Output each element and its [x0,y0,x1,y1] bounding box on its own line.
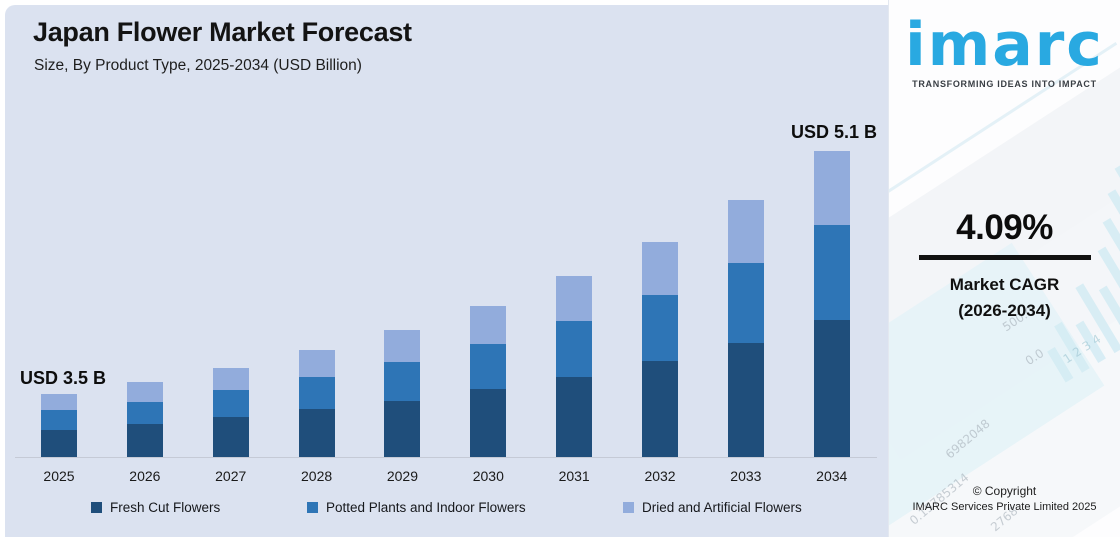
x-tick-label-2032: 2032 [644,468,676,484]
bar-segment [212,417,249,457]
bar-segment [556,276,593,321]
bar-segment [384,330,421,362]
x-tick-label-2025: 2025 [43,468,75,484]
chart-panel: Japan Flower Market Forecast Size, By Pr… [5,5,888,537]
bar-segment [298,409,335,457]
bar-2031 [556,276,593,457]
bar-segment [212,368,249,390]
decorative-bar [1075,320,1106,363]
bar-segment [642,242,679,295]
bar-segment [298,350,335,377]
annotation-end-value: USD 5.1 B [791,122,878,142]
watermark-number: 0.0 [1022,345,1047,369]
bar-2034 [813,151,850,457]
bar-2026 [126,382,163,457]
brand-side-panel: 500.0 0.0 1 2 3 4 6982048 0.15785314 276… [888,0,1120,537]
bar-segment [126,382,163,402]
bar-segment [642,361,679,457]
legend-label: Dried and Artificial Flowers [642,500,802,515]
cagr-label-line2: (2026-2034) [958,300,1051,320]
decorative-bar [1054,321,1090,373]
bar-segment [813,320,850,457]
cagr-underline [918,255,1091,260]
x-axis-line [15,457,877,458]
legend-swatch-icon [307,502,318,513]
bar-segment [727,343,764,457]
bar-segment [126,424,163,457]
x-tick-label-2030: 2030 [472,468,504,484]
x-tick-label-2033: 2033 [730,468,762,484]
copyright-line2: IMARC Services Private Limited 2025 [912,501,1097,513]
bar-segment [126,402,163,424]
legend-label: Fresh Cut Flowers [110,500,221,515]
bar-segment [470,344,507,389]
imarc-logo-wordmark: imarc [905,10,1104,80]
legend-swatch-icon [623,502,634,513]
bar-segment [41,394,77,410]
bar-2029 [384,330,421,457]
bar-segment [813,151,850,225]
bar-2025 [41,394,77,457]
copyright-block: © Copyright IMARC Services Private Limit… [889,484,1120,513]
imarc-logo: imarc TRANSFORMING IDEAS INTO IMPACT [889,8,1120,89]
bar-2030 [470,306,507,457]
stacked-bar-plot: 2025 2026 2027 2028 2029 2030 2031 2032 2033 2034… [5,5,888,537]
bar-2027 [212,368,249,457]
bar-segment [41,430,77,457]
cagr-label-line1: Market CAGR [949,275,1060,294]
bar-segment [470,389,507,457]
bar-segment [41,410,77,430]
bar-segment [298,377,335,409]
legend: Fresh Cut Flowers Potted Plants and Indo… [5,500,888,524]
x-tick-label-2034: 2034 [816,468,848,484]
decorative-bar [1047,347,1074,383]
bar-segment [727,263,764,343]
bar-2032 [642,242,679,457]
watermark-number: 1 2 3 4 [1060,331,1104,367]
annotation-start-value: USD 3.5 B [20,368,107,388]
page-subtitle: Size, By Product Type, 2025-2034 (USD Bi… [34,57,362,74]
bar-segment [727,200,764,263]
legend-label: Potted Plants and Indoor Flowers [326,500,526,515]
x-tick-label-2031: 2031 [558,468,590,484]
bar-segment [384,401,421,457]
bar-segment [556,321,593,377]
legend-item-fresh-cut-flowers: Fresh Cut Flowers [91,500,220,515]
imarc-tagline: TRANSFORMING IDEAS INTO IMPACT [912,79,1097,89]
x-tick-label-2027: 2027 [215,468,247,484]
copyright-line1: © Copyright [972,484,1037,498]
page-title: Japan Flower Market Forecast [33,17,412,47]
x-tick-label-2028: 2028 [301,468,333,484]
x-tick-label-2029: 2029 [386,468,419,484]
legend-swatch-icon [91,502,102,513]
bar-segment [813,225,850,320]
bar-segment [470,306,507,344]
bar-segment [642,295,679,361]
x-tick-label-2026: 2026 [129,468,161,484]
legend-item-dried-artificial: Dried and Artificial Flowers [623,500,802,515]
bar-segment [556,377,593,457]
cagr-block: 4.09% Market CAGR (2026-2034) [889,208,1120,323]
bar-segment [212,390,249,417]
cagr-value: 4.09% [956,208,1053,247]
legend-item-potted-plants: Potted Plants and Indoor Flowers [307,500,526,515]
bar-2033 [727,200,764,457]
bar-segment [384,362,421,401]
watermark-number: 6982048 [942,416,993,462]
bar-2028 [298,350,335,457]
